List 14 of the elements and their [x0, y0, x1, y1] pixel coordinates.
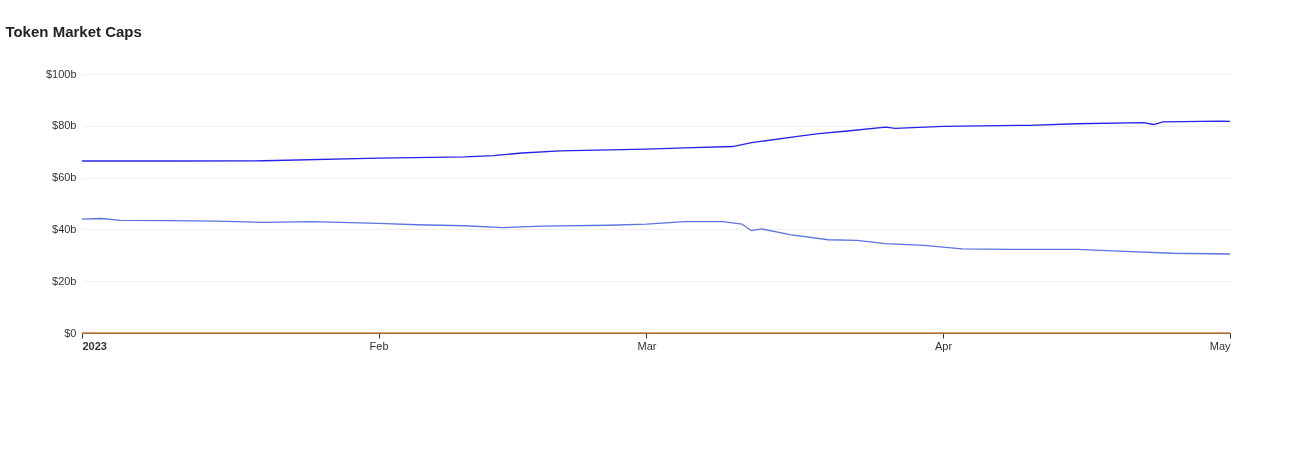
line-series [81, 120, 1231, 162]
x-tick-label: May [1209, 339, 1231, 352]
chart-title: Token Market Caps [5, 23, 142, 40]
y-tick-label: $80b [52, 119, 77, 132]
x-tick-label: Apr [934, 339, 953, 352]
y-tick-label: $0 [64, 326, 77, 339]
line-series [81, 217, 1231, 255]
y-tick-label: $60b [52, 171, 77, 184]
y-tick-label: $40b [52, 222, 77, 235]
x-tick-label: Mar [637, 339, 657, 352]
y-tick-label: $20b [52, 274, 77, 287]
x-tick-label: Feb [369, 339, 389, 352]
x-tick-label: 2023 [82, 339, 107, 352]
y-tick-label: $100b [45, 67, 77, 80]
